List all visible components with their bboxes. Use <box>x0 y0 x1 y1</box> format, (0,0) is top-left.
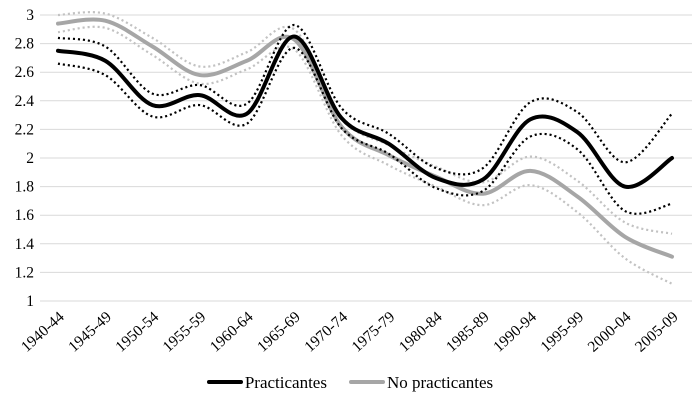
x-tick-label-1980-84: 1980-84 <box>396 308 446 355</box>
y-tick-label-2-6: 2.6 <box>15 64 35 81</box>
series-practicantes-line <box>56 34 674 189</box>
legend-swatch-practicantes <box>206 380 243 384</box>
series-no-practicantes-line <box>56 17 674 259</box>
x-tick-label-1970-74: 1970-74 <box>301 308 351 355</box>
x-tick-label-1950-54: 1950-54 <box>112 308 162 355</box>
y-tick-label-2-4: 2.4 <box>15 93 35 110</box>
x-tick-label-2005-09: 2005-09 <box>632 308 682 355</box>
chart-legend: Practicantes No practicantes <box>0 367 700 397</box>
y-tick-label-1: 1 <box>26 293 34 310</box>
x-tick-label-1955-59: 1955-59 <box>160 308 210 355</box>
x-tick-label-1965-69: 1965-69 <box>254 308 304 355</box>
x-tick-label-1985-89: 1985-89 <box>443 308 493 355</box>
x-tick-label-1995-99: 1995-99 <box>537 308 587 355</box>
y-tick-label-2-8: 2.8 <box>15 36 35 53</box>
series-no-practicantes-ci-lower-line <box>57 25 673 285</box>
y-tick-label-2-2: 2.2 <box>15 121 34 138</box>
legend-swatch-no-practicantes <box>348 380 385 384</box>
x-tick-label-1960-64: 1960-64 <box>207 308 257 355</box>
legend-item-practicantes: Practicantes <box>206 372 327 392</box>
y-tick-label-1-4: 1.4 <box>15 236 35 253</box>
x-tick-label-1990-94: 1990-94 <box>490 308 540 355</box>
y-tick-label-1-8: 1.8 <box>15 179 35 196</box>
series-practicantes-ci-lower-line <box>57 46 673 215</box>
x-tick-label-1945-49: 1945-49 <box>65 308 115 355</box>
y-tick-label-1-6: 1.6 <box>15 207 35 224</box>
legend-label-practicantes: Practicantes <box>244 372 327 392</box>
series-no-practicantes-ci-upper-line <box>57 11 673 235</box>
y-tick-label-2: 2 <box>26 150 34 167</box>
x-tick-label-1975-79: 1975-79 <box>349 308 399 355</box>
y-tick-label-1-2: 1.2 <box>15 264 34 281</box>
x-tick-label-2000-04: 2000-04 <box>585 308 635 355</box>
legend-item-no-practicantes: No practicantes <box>348 372 494 392</box>
line-chart-canvas: 3 2.8 2.6 2.4 2.2 2 1.8 1.6 1.4 1.2 11940-441945-4… <box>15 7 692 356</box>
legend-label-no-practicantes: No practicantes <box>386 372 494 392</box>
y-tick-label-3: 3 <box>26 7 34 24</box>
series-practicantes-ci-upper-line <box>57 23 673 176</box>
x-tick-label-1940-44: 1940-44 <box>18 308 68 355</box>
